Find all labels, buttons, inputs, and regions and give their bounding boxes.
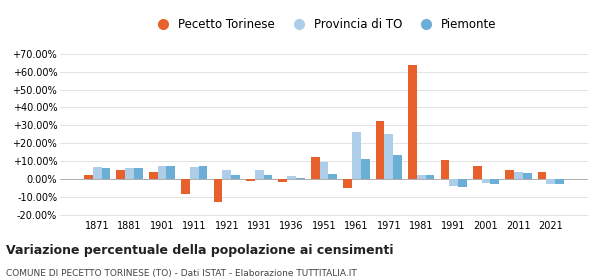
Bar bbox=[231, 174, 240, 179]
Bar bbox=[473, 167, 482, 179]
Bar bbox=[158, 165, 166, 179]
Bar bbox=[263, 176, 272, 179]
Bar bbox=[328, 174, 337, 179]
Bar bbox=[417, 176, 425, 179]
Bar bbox=[255, 170, 263, 179]
Bar bbox=[523, 173, 532, 179]
Legend: Pecetto Torinese, Provincia di TO, Piemonte: Pecetto Torinese, Provincia di TO, Piemo… bbox=[146, 13, 502, 36]
Bar bbox=[134, 168, 143, 179]
Bar bbox=[199, 165, 208, 179]
Bar bbox=[287, 176, 296, 179]
Bar bbox=[246, 179, 255, 181]
Bar bbox=[547, 179, 555, 183]
Bar bbox=[343, 179, 352, 188]
Bar bbox=[93, 167, 101, 179]
Bar bbox=[320, 162, 328, 179]
Text: Variazione percentuale della popolazione ai censimenti: Variazione percentuale della popolazione… bbox=[6, 244, 394, 256]
Bar bbox=[166, 167, 175, 179]
Bar bbox=[555, 179, 564, 183]
Bar bbox=[278, 179, 287, 182]
Bar bbox=[482, 179, 490, 183]
Bar bbox=[190, 167, 199, 179]
Bar bbox=[296, 178, 305, 179]
Bar bbox=[458, 179, 467, 187]
Bar bbox=[490, 179, 499, 183]
Bar bbox=[538, 172, 547, 179]
Bar bbox=[514, 172, 523, 179]
Bar bbox=[223, 170, 231, 179]
Bar bbox=[149, 172, 158, 179]
Bar bbox=[214, 179, 223, 202]
Bar bbox=[408, 66, 417, 179]
Bar bbox=[84, 176, 93, 179]
Bar bbox=[181, 179, 190, 194]
Bar bbox=[125, 168, 134, 179]
Bar bbox=[449, 179, 458, 186]
Text: COMUNE DI PECETTO TORINESE (TO) - Dati ISTAT - Elaborazione TUTTITALIA.IT: COMUNE DI PECETTO TORINESE (TO) - Dati I… bbox=[6, 269, 357, 278]
Bar bbox=[440, 160, 449, 179]
Bar bbox=[385, 134, 393, 179]
Bar bbox=[361, 159, 370, 179]
Bar bbox=[101, 168, 110, 179]
Bar bbox=[376, 121, 385, 179]
Bar bbox=[505, 170, 514, 179]
Bar bbox=[116, 170, 125, 179]
Bar bbox=[425, 176, 434, 179]
Bar bbox=[393, 155, 402, 179]
Bar bbox=[352, 132, 361, 179]
Bar bbox=[311, 157, 320, 179]
